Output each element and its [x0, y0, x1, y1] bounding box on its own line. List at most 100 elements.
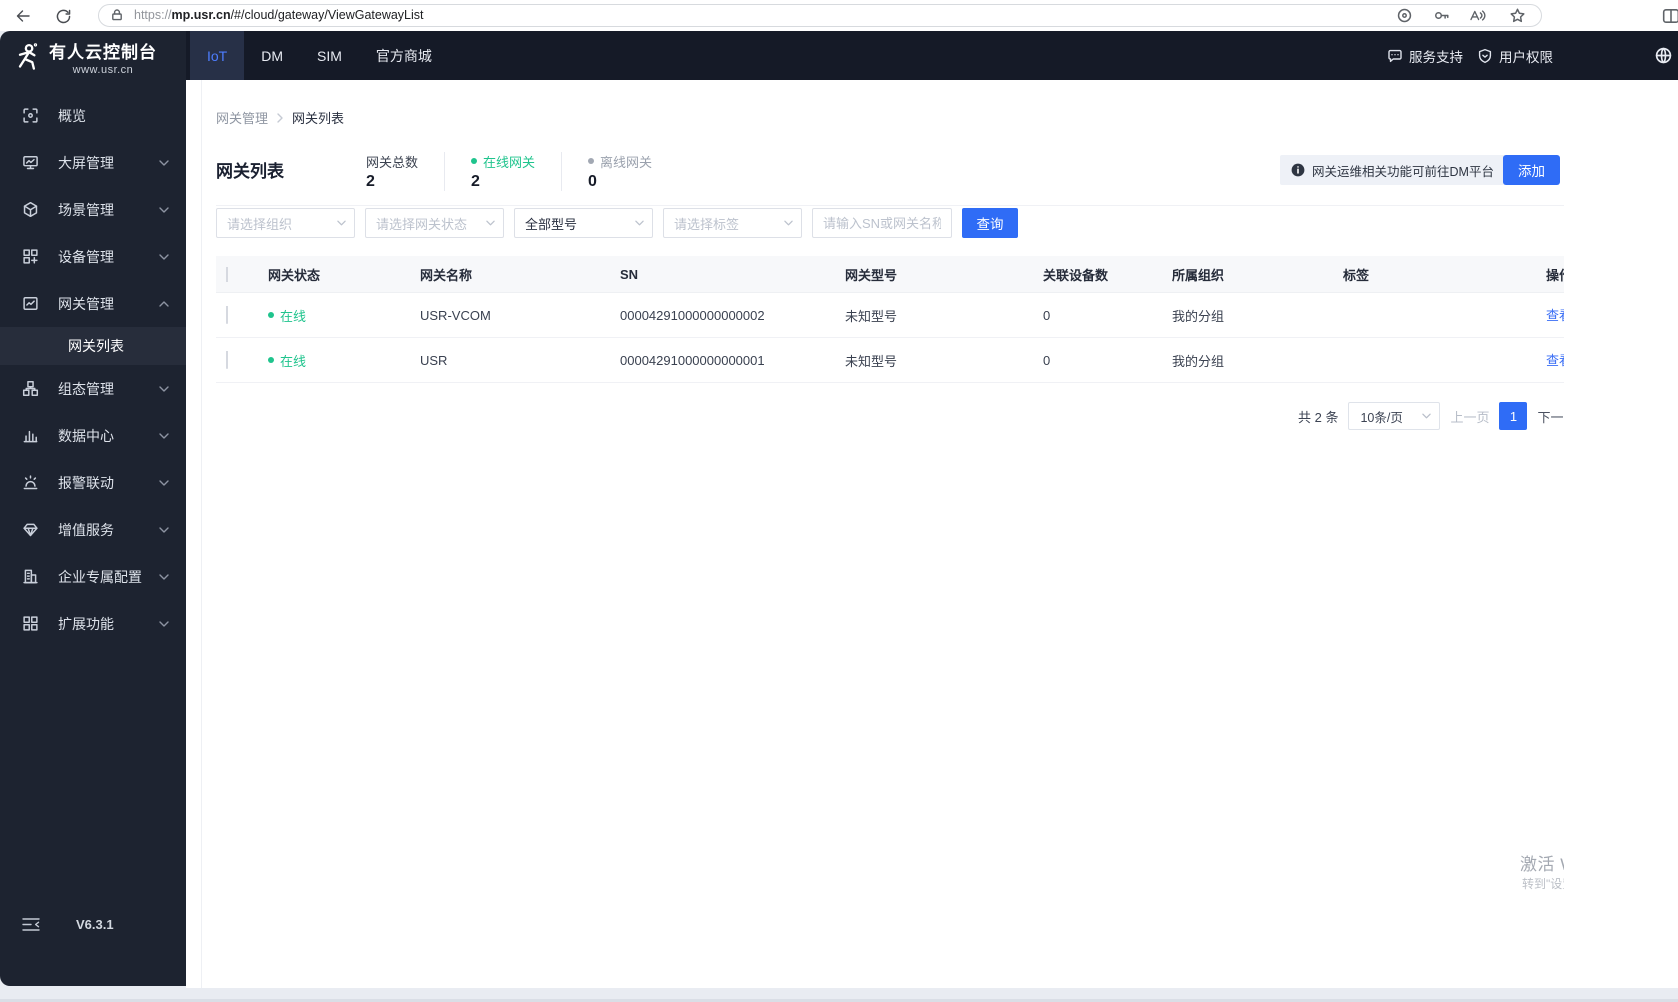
card-left-edge [201, 80, 202, 988]
sidebar: 有人云控制台 www.usr.cn 概览 大屏管理 场景管理 设备管理 [0, 31, 186, 986]
language-globe-icon[interactable] [1654, 46, 1673, 70]
shield-icon [1477, 48, 1493, 64]
nav-right: 服务支持 用户权限 [1387, 31, 1553, 80]
browser-refresh-button[interactable] [52, 5, 74, 27]
password-key-icon[interactable] [1433, 7, 1451, 25]
collapse-sidebar-icon[interactable] [22, 917, 40, 932]
page-title: 网关列表 [216, 162, 284, 181]
add-gateway-button[interactable]: 添加 [1503, 155, 1560, 185]
chevron-down-icon [159, 573, 169, 580]
breadcrumb-gateway-mgmt[interactable]: 网关管理 [216, 111, 269, 126]
chevron-down-icon [337, 220, 346, 226]
prev-page-button[interactable]: 上一页 [1450, 409, 1490, 425]
table-header-row: 网关状态 网关名称 SN 网关型号 关联设备数 所属组织 标签 操作 [216, 256, 1678, 293]
chevron-down-icon [159, 206, 169, 213]
sidebar-item-device[interactable]: 设备管理 [0, 233, 186, 280]
stat-offline: 离线网关 0 [561, 152, 678, 191]
page-size-select[interactable]: 10条/页 [1348, 402, 1441, 430]
url-scheme: https:// [134, 8, 172, 22]
service-support-button[interactable]: 服务支持 [1387, 46, 1463, 66]
pagination: 共 2 条 10条/页 上一页 1 下一页 [1298, 402, 1577, 430]
chat-icon [1387, 48, 1403, 64]
sidebar-item-alarm[interactable]: 报警联动 [0, 459, 186, 506]
gateway-name: USR-VCOM [420, 307, 491, 323]
page-1-button[interactable]: 1 [1499, 402, 1528, 430]
url-text: https://mp.usr.cn/#/cloud/gateway/ViewGa… [134, 8, 424, 22]
read-aloud-icon[interactable] [1468, 7, 1486, 25]
send-to-device-icon[interactable] [1396, 7, 1414, 25]
top-nav: IoT DM SIM 官方商城 服务支持 用户权限 [186, 31, 1678, 80]
pagination-total: 共 2 条 [1298, 409, 1339, 425]
info-icon [1291, 163, 1305, 177]
sidebar-item-overview[interactable]: 概览 [0, 92, 186, 139]
org-select[interactable]: 请选择组织 [216, 208, 355, 238]
model-select[interactable]: 全部型号 [514, 208, 653, 238]
online-dot [268, 357, 274, 363]
url-host: mp.usr.cn [171, 8, 231, 22]
configuration-icon [22, 380, 39, 397]
row-checkbox[interactable] [226, 351, 228, 369]
scene-icon [22, 201, 39, 218]
user-permission-button[interactable]: 用户权限 [1477, 46, 1553, 66]
row-checkbox[interactable] [226, 306, 228, 324]
logo-subtitle: www.usr.cn [72, 64, 134, 76]
gateway-model: 未知型号 [845, 353, 898, 369]
split-screen-icon[interactable] [1662, 7, 1678, 25]
search-button[interactable]: 查询 [962, 208, 1018, 238]
gateway-sn: 00004291000000000001 [620, 352, 765, 368]
address-bar[interactable] [98, 4, 1542, 27]
stat-offline-value: 0 [588, 173, 597, 190]
sn-search-input[interactable] [812, 208, 952, 238]
window-bottom-edge [0, 999, 1678, 1002]
logo[interactable]: 有人云控制台 www.usr.cn [0, 31, 186, 92]
chevron-down-icon [159, 620, 169, 627]
chevron-down-icon [159, 479, 169, 486]
breadcrumb-gateway-list: 网关列表 [292, 111, 345, 126]
building-icon [22, 568, 39, 585]
gateway-table: 网关状态 网关名称 SN 网关型号 关联设备数 所属组织 标签 操作 在线 US… [216, 256, 1678, 383]
tab-dm[interactable]: DM [261, 47, 284, 64]
tag-select[interactable]: 请选择标签 [663, 208, 802, 238]
table-row: 在线 USR-VCOM 00004291000000000002 未知型号 0 … [216, 293, 1678, 338]
favorite-star-icon[interactable] [1509, 7, 1527, 25]
sidebar-item-configuration[interactable]: 组态管理 [0, 365, 186, 412]
sidebar-item-value-added[interactable]: 增值服务 [0, 506, 186, 553]
sidebar-item-extensions[interactable]: 扩展功能 [0, 600, 186, 647]
gateway-name: USR [420, 352, 448, 368]
browser-back-button[interactable] [12, 5, 34, 27]
logo-title: 有人云控制台 [49, 43, 157, 62]
dm-notice-banner: 网关运维相关功能可前往DM平台 [1280, 155, 1505, 185]
tab-iot[interactable]: IoT [190, 31, 245, 80]
chevron-down-icon [486, 220, 495, 226]
browser-toolbar: https://mp.usr.cn/#/cloud/gateway/ViewGa… [0, 0, 1678, 31]
chevron-down-icon [1422, 413, 1432, 419]
sidebar-item-bigscreen[interactable]: 大屏管理 [0, 139, 186, 186]
sidebar-item-gateway-list[interactable]: 网关列表 [0, 327, 186, 365]
filter-bar: 请选择组织 请选择网关状态 全部型号 请选择标签 查询 [216, 208, 1018, 238]
gateway-icon [22, 295, 39, 312]
sidebar-item-data-center[interactable]: 数据中心 [0, 412, 186, 459]
gateway-model: 未知型号 [845, 308, 898, 324]
bigscreen-icon [22, 154, 39, 171]
tab-sim[interactable]: SIM [317, 47, 342, 64]
usr-person-logo-icon [13, 43, 43, 92]
chevron-up-icon [159, 300, 169, 307]
device-icon [22, 248, 39, 265]
offline-dot [588, 158, 595, 164]
chevron-down-icon [159, 432, 169, 439]
lock-icon [110, 8, 124, 27]
status-badge: 在线 [268, 351, 412, 370]
main-content: 网关管理 网关列表 网关列表 网关总数 2 在线网关 2 离线网关 0 网关运维… [186, 80, 1678, 988]
select-all-checkbox[interactable] [226, 266, 228, 282]
linked-device-count: 0 [1043, 352, 1051, 368]
gem-icon [22, 521, 39, 538]
grid-icon [22, 615, 39, 632]
overview-icon [22, 107, 39, 124]
chevron-down-icon [159, 253, 169, 260]
sidebar-item-scene[interactable]: 场景管理 [0, 186, 186, 233]
tab-mall[interactable]: 官方商城 [375, 47, 432, 64]
sidebar-item-enterprise[interactable]: 企业专属配置 [0, 553, 186, 600]
gateway-status-select[interactable]: 请选择网关状态 [365, 208, 504, 238]
sidebar-item-gateway[interactable]: 网关管理 [0, 280, 186, 327]
